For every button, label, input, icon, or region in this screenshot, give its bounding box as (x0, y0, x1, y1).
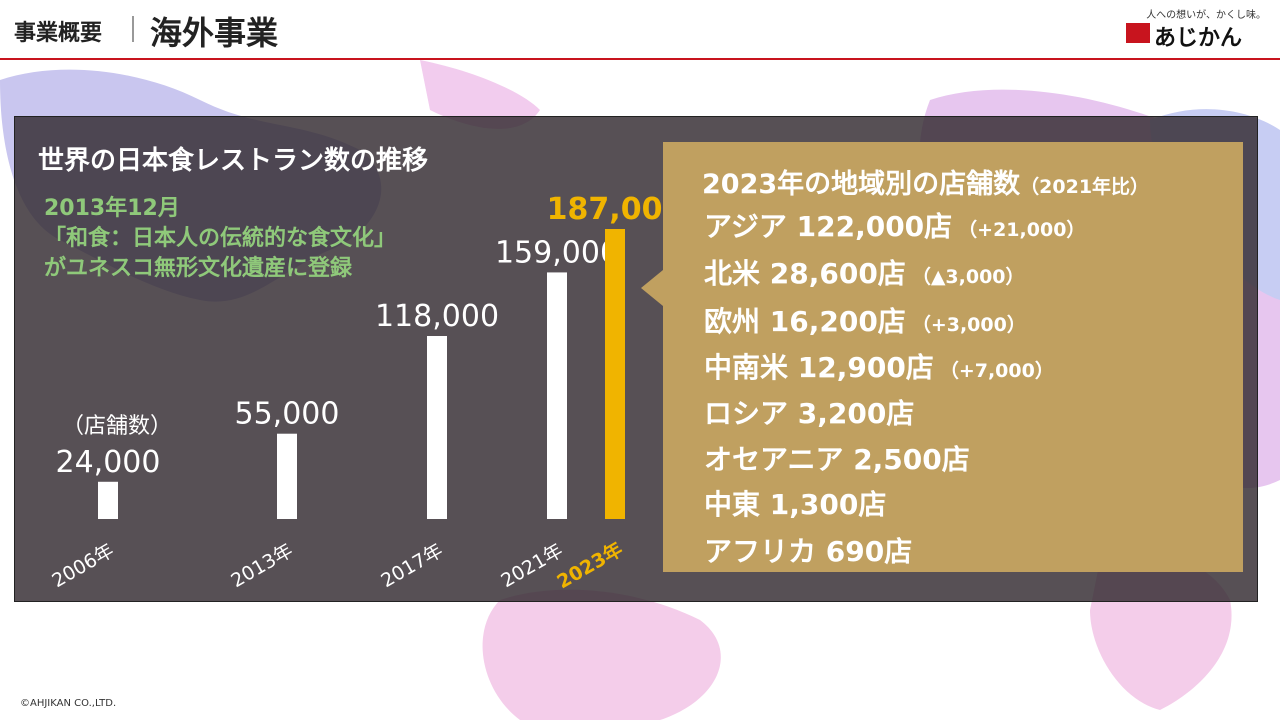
header-divider (0, 58, 1280, 60)
callout-title: 2023年の地域別の店舗数（2021年比） (702, 162, 1149, 201)
company-logo: あじかん (1126, 20, 1266, 51)
callout-pointer (641, 270, 663, 306)
bar-2006年 (98, 481, 118, 519)
region-row: 北米 28,600店 （▲3,000） (704, 252, 1025, 292)
callout-title-sub: （2021年比） (1020, 176, 1150, 198)
region-row: アフリカ 690店 (704, 530, 918, 570)
value-label: 55,000 (235, 397, 340, 432)
category-label: 2021年 (497, 539, 566, 592)
region-row: アジア 122,000店 （+21,000） (704, 205, 1085, 245)
unesco-annotation: 2013年12月 「和食：日本人の伝統的な食文化」 がユネスコ無形文化遺産に登録 (44, 196, 397, 281)
region-label: オセアニア 2,500店 (704, 443, 970, 476)
y-axis-unit-label: （店舗数） (62, 414, 173, 439)
brand-tagline: 人への想いが、かくし味。 (1146, 10, 1266, 21)
bar-2021年 (547, 272, 567, 519)
category-label: 2013年 (227, 539, 296, 592)
copyright-notice: ©AHJIKAN CO.,LTD. (20, 698, 117, 709)
header-separator (132, 16, 134, 42)
value-label: 187,000 (547, 192, 684, 227)
bar-2013年 (277, 433, 297, 519)
region-label: ロシア 3,200店 (704, 397, 915, 430)
region-delta: （+7,000） (939, 360, 1054, 382)
category-label: 2023年 (553, 537, 627, 593)
page-title: 海外事業 (150, 14, 279, 52)
category-label: 2006年 (48, 539, 117, 592)
region-row: 欧州 16,200店 （+3,000） (704, 300, 1026, 340)
region-label: 欧州 16,200店 (704, 305, 906, 338)
value-label: 159,000 (495, 235, 619, 270)
value-label: 118,000 (375, 299, 499, 334)
region-row: オセアニア 2,500店 (704, 438, 976, 478)
region-label: アフリカ 690店 (704, 535, 913, 568)
logo-wordmark: あじかん (1154, 26, 1243, 51)
callout-title-main: 2023年の地域別の店舗数 (702, 169, 1021, 200)
region-row: ロシア 3,200店 (704, 392, 920, 432)
logo-mark-icon (1126, 23, 1150, 43)
page-header: 事業概要 海外事業 人への想いが、かくし味。 あじかん (0, 0, 1280, 58)
region-delta: （+21,000） (958, 219, 1086, 241)
region-label: 中東 1,300店 (704, 488, 887, 521)
region-row: 中南米 12,900店 （+7,000） (704, 346, 1054, 386)
region-delta: （▲3,000） (911, 266, 1025, 288)
bar-2017年 (427, 336, 447, 519)
category-label: 2017年 (377, 539, 446, 592)
region-label: アジア 122,000店 (704, 210, 953, 243)
bar-2023年 (605, 229, 625, 519)
region-callout-box (663, 142, 1243, 572)
section-label: 事業概要 (14, 21, 103, 46)
region-label: 北米 28,600店 (704, 257, 906, 290)
chart-title: 世界の日本食レストラン数の推移 (38, 146, 429, 176)
region-label: 中南米 12,900店 (704, 351, 934, 384)
value-label: 24,000 (56, 445, 161, 480)
region-row: 中東 1,300店 (704, 483, 892, 523)
region-delta: （+3,000） (911, 314, 1026, 336)
